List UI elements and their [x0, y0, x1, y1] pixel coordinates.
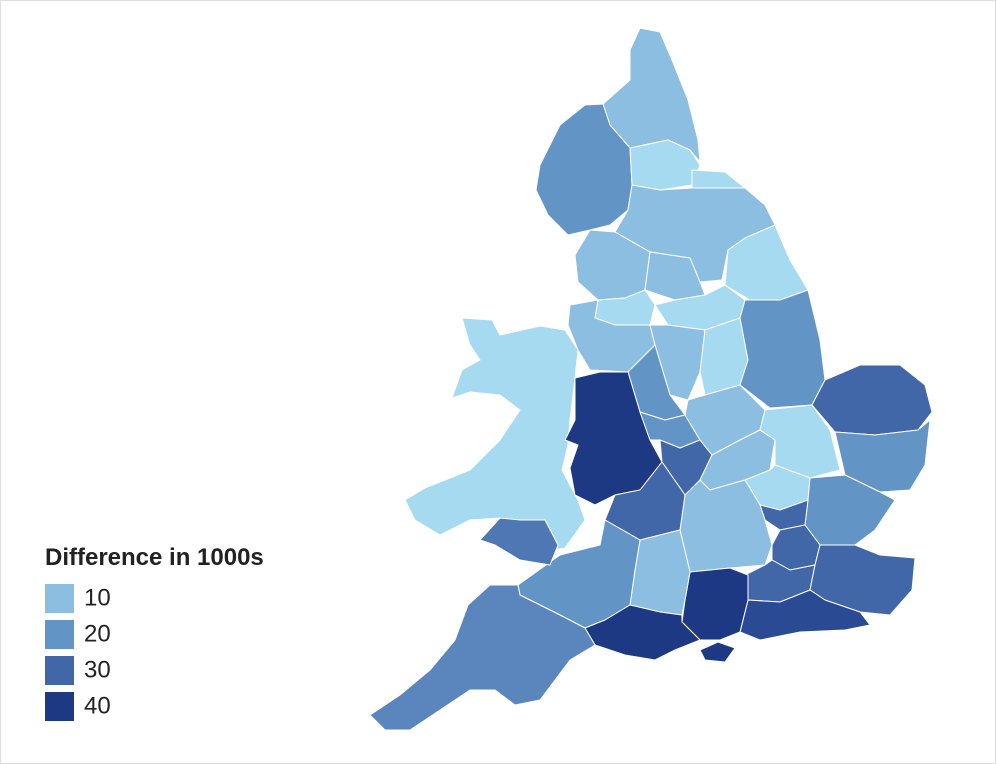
legend-label: 40 — [84, 692, 111, 719]
legend-swatch — [45, 584, 74, 613]
legend-title: Difference in 1000s — [45, 544, 264, 571]
legend-label: 30 — [84, 656, 111, 683]
region — [739, 589, 871, 641]
region — [681, 567, 749, 641]
legend-swatch — [45, 620, 74, 649]
region — [699, 641, 736, 663]
legend-label: 10 — [84, 584, 111, 611]
region — [739, 289, 826, 409]
region — [479, 517, 559, 566]
legend: Difference in 1000s 10 20 30 40 — [45, 544, 264, 721]
legend-label: 20 — [84, 620, 111, 647]
legend-swatch — [45, 692, 74, 721]
region — [369, 584, 596, 731]
map — [369, 27, 933, 731]
region — [584, 604, 701, 661]
legend-swatch — [45, 656, 74, 685]
